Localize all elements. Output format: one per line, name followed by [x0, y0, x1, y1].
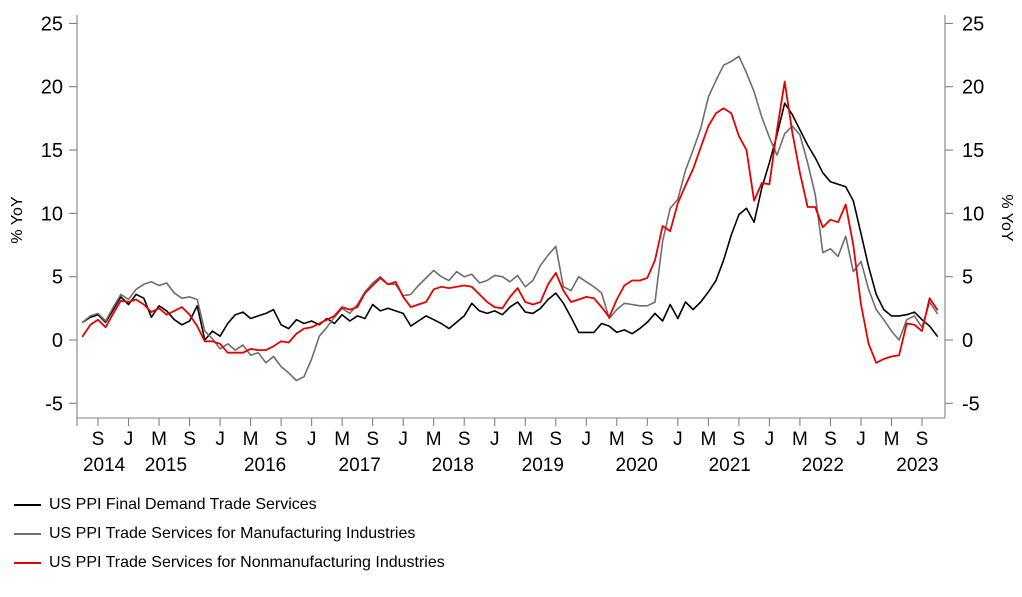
- y-tick-label-right: 20: [962, 77, 984, 99]
- month-tick-label: S: [824, 429, 837, 450]
- legend-line-swatch-gray: [14, 532, 41, 535]
- month-tick-label: M: [426, 429, 442, 450]
- y-tick-label-left: 25: [41, 13, 63, 35]
- legend-label: US PPI Final Demand Trade Services: [49, 495, 317, 513]
- month-tick-label: S: [366, 429, 379, 450]
- y-tick-label-left: 15: [41, 140, 63, 162]
- month-tick-label: J: [673, 429, 683, 450]
- month-tick-label: S: [458, 429, 471, 450]
- legend-label: US PPI Trade Services for Manufacturing …: [49, 524, 416, 542]
- series-line-1: [81, 55, 939, 382]
- year-label: 2015: [145, 455, 187, 476]
- y-tick-label-right: 10: [962, 203, 984, 225]
- series-line-2: [81, 80, 939, 364]
- month-tick-label: S: [549, 429, 562, 450]
- year-label: 2016: [244, 455, 286, 476]
- legend-line-swatch-red: [14, 561, 41, 564]
- legend-item: US PPI Trade Services for Nonmanufacturi…: [14, 548, 914, 577]
- month-tick-label: J: [215, 429, 225, 450]
- y-tick-label-right: 5: [962, 267, 973, 289]
- y-tick-label-left: -5: [45, 393, 63, 415]
- y-tick-label-right: 15: [962, 140, 984, 162]
- year-label: 2018: [432, 455, 474, 476]
- month-tick-label: S: [733, 429, 746, 450]
- month-tick-label: M: [517, 429, 533, 450]
- line-chart: 25 25 20 20 15 15 10 10 5 5 0 0 -5 -5 S J M S J M S J M S J M S J M S…: [9, 13, 1015, 476]
- y-tick-label-right: 0: [962, 330, 973, 352]
- y-tick-label-right: 25: [962, 13, 984, 35]
- month-tick-label: S: [275, 429, 288, 450]
- y-axis-title-right: % YoY: [998, 194, 1015, 241]
- month-tick-label: S: [92, 429, 105, 450]
- month-tick-label: J: [765, 429, 775, 450]
- year-label: 2021: [709, 455, 751, 476]
- y-tick-label-left: 20: [41, 77, 63, 99]
- year-label: 2020: [616, 455, 658, 476]
- series-line-0: [81, 102, 939, 341]
- y-tick-label-left: 0: [52, 330, 63, 352]
- y-tick-label-left: 5: [52, 267, 63, 289]
- month-tick-label: J: [307, 429, 317, 450]
- month-tick-label: S: [183, 429, 196, 450]
- y-tick-label-left: 10: [41, 203, 63, 225]
- month-tick-label: M: [792, 429, 808, 450]
- legend-item: US PPI Final Demand Trade Services: [14, 490, 914, 519]
- legend-item: US PPI Trade Services for Manufacturing …: [14, 519, 914, 548]
- month-tick-label: J: [398, 429, 408, 450]
- legend-line-swatch-black: [14, 503, 41, 506]
- month-tick-label: J: [856, 429, 866, 450]
- month-tick-label: M: [334, 429, 350, 450]
- y-tick-label-right: -5: [962, 393, 980, 415]
- y-axis-title-left: % YoY: [9, 196, 26, 243]
- month-tick-label: M: [243, 429, 259, 450]
- year-label: 2017: [339, 455, 381, 476]
- month-tick-label: M: [884, 429, 900, 450]
- month-tick-label: M: [151, 429, 167, 450]
- month-tick-label: S: [641, 429, 654, 450]
- month-tick-label: J: [124, 429, 134, 450]
- legend-label: US PPI Trade Services for Nonmanufacturi…: [49, 553, 445, 571]
- month-tick-label: J: [490, 429, 500, 450]
- month-tick-label: J: [582, 429, 592, 450]
- month-tick-label: M: [700, 429, 716, 450]
- month-tick-label: S: [916, 429, 929, 450]
- year-label: 2014: [83, 455, 126, 476]
- year-label: 2023: [896, 455, 938, 476]
- year-label: 2019: [522, 455, 564, 476]
- year-label: 2022: [802, 455, 844, 476]
- chart-legend: US PPI Final Demand Trade Services US PP…: [14, 490, 914, 577]
- month-tick-label: M: [609, 429, 625, 450]
